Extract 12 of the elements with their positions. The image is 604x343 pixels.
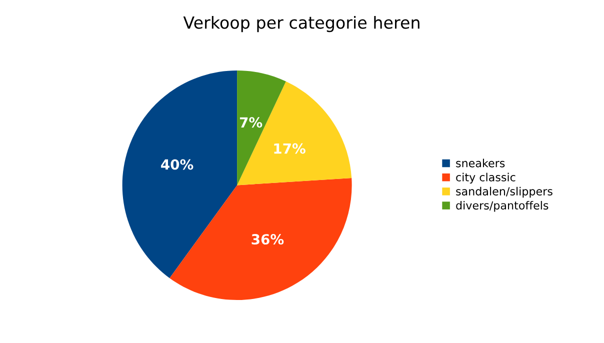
pie-slice bbox=[237, 81, 352, 186]
legend-label: city classic bbox=[456, 172, 516, 184]
legend-label: divers/pantoffels bbox=[456, 200, 548, 212]
data-label: 40% bbox=[161, 159, 194, 170]
chart-title: Verkoop per categorie heren bbox=[183, 16, 420, 32]
data-label: 17% bbox=[274, 143, 306, 154]
data-label: 7% bbox=[240, 117, 262, 128]
pie-slice bbox=[170, 178, 352, 300]
legend-label: sneakers bbox=[456, 158, 505, 168]
legend-label: sandalen/slippers bbox=[456, 186, 552, 198]
data-label: 36% bbox=[252, 234, 284, 245]
pie-slice bbox=[122, 70, 238, 278]
